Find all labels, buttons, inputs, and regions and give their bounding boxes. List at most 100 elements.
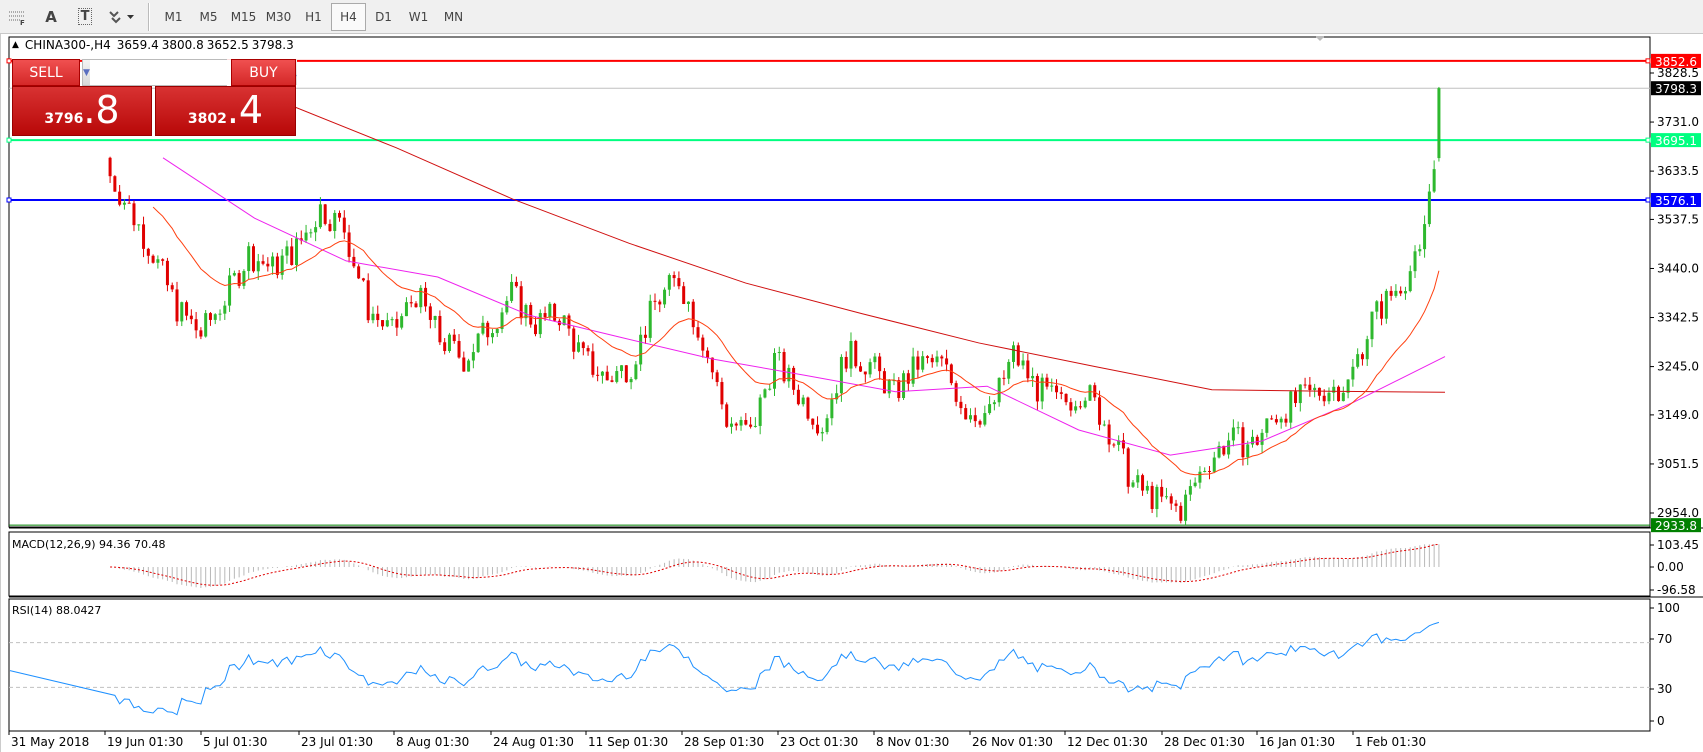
line-anchor-handle	[6, 137, 12, 143]
candle	[1284, 418, 1288, 423]
rsi-tick-label: 0	[1657, 714, 1665, 728]
candle	[232, 273, 236, 276]
candle	[1356, 354, 1360, 367]
candle	[1308, 384, 1312, 391]
macd-signal-line	[110, 543, 1439, 586]
candle	[318, 204, 322, 228]
chart-area[interactable]: 3828.5 3731.0 3633.5 3537.5 3440.0 3342.5 3245…	[0, 34, 1703, 752]
candle	[185, 302, 189, 316]
candle	[314, 227, 318, 233]
main-pane-frame	[8, 36, 1651, 528]
candle	[1241, 427, 1245, 458]
price-tick-label: 3149.0	[1657, 408, 1699, 422]
candle	[218, 313, 222, 315]
candle	[643, 334, 647, 338]
price-tick-label: 3828.5	[1657, 66, 1699, 80]
candle	[510, 281, 514, 301]
price-label: 3852.6	[1655, 55, 1697, 69]
ohlc-high: 3800.8	[161, 38, 204, 52]
timeframe-m30[interactable]: M30	[265, 9, 292, 24]
candle	[1083, 400, 1087, 408]
candle	[734, 423, 738, 426]
candle	[127, 202, 131, 204]
candle	[1403, 291, 1407, 294]
moving-average-fast	[152, 206, 1440, 476]
candle	[763, 389, 767, 398]
candle	[1365, 339, 1369, 360]
candle	[251, 246, 255, 272]
candle	[1155, 486, 1159, 510]
time-tick-label: 24 Aug 01:30	[493, 735, 574, 749]
timeframe-m5[interactable]: M5	[199, 9, 218, 24]
text-label-glyph: T	[77, 8, 93, 25]
candle	[1035, 375, 1039, 402]
candle	[122, 202, 126, 205]
candle	[333, 212, 337, 231]
candle	[247, 246, 251, 272]
candle	[1399, 290, 1403, 294]
timeframe-d1[interactable]: D1	[375, 9, 392, 24]
text-label-icon[interactable]: T	[68, 3, 102, 31]
candle	[433, 315, 437, 320]
candle	[142, 224, 146, 249]
time-tick-label: 28 Dec 01:30	[1164, 735, 1245, 749]
candle	[1031, 375, 1035, 379]
rsi-pane-frame	[8, 598, 1651, 732]
candle	[213, 314, 217, 320]
timeframe-m1[interactable]: M1	[164, 9, 183, 24]
candle	[935, 356, 939, 363]
candle	[175, 289, 179, 322]
candle	[223, 305, 227, 314]
timeframe-w1[interactable]: W1	[408, 9, 429, 24]
arrows-dropdown-icon[interactable]	[102, 3, 142, 31]
collapse-triangle-icon[interactable]: ▲	[12, 40, 19, 50]
candle	[443, 342, 447, 352]
candle	[1380, 301, 1384, 319]
candle	[266, 263, 270, 267]
sell-price-main: 3796	[44, 111, 84, 127]
candle	[457, 341, 461, 358]
timeframe-group: M1 M5 M15 M30 H1 H4 D1 W1 MN	[156, 2, 471, 31]
price-tick-label: 3051.5	[1657, 457, 1699, 471]
timeframe-m15[interactable]: M15	[230, 9, 257, 24]
candle	[476, 333, 480, 353]
candle	[156, 259, 160, 263]
candle	[256, 261, 260, 272]
candle	[768, 388, 772, 390]
candle	[1265, 418, 1269, 433]
candle	[1055, 385, 1059, 393]
candle	[347, 232, 351, 257]
toolbar-separator	[148, 2, 150, 31]
candle	[299, 238, 303, 241]
sell-button[interactable]: SELL	[12, 59, 80, 86]
candle	[1217, 445, 1221, 458]
text-icon[interactable]: A	[45, 7, 57, 26]
candle	[596, 374, 600, 376]
sell-price-button[interactable]: 3796.8	[12, 86, 152, 136]
candle	[1093, 385, 1097, 398]
timeframe-h1[interactable]: H1	[305, 9, 322, 24]
candle	[605, 371, 609, 381]
candle	[1160, 486, 1164, 497]
candle	[1126, 448, 1130, 487]
decrease-lot-icon[interactable]: ▼	[83, 60, 90, 85]
candle	[1107, 424, 1111, 445]
candle	[581, 342, 585, 349]
time-tick-label: 8 Aug 01:30	[396, 735, 469, 749]
candle	[983, 413, 987, 425]
candle	[706, 350, 710, 358]
candle	[204, 313, 208, 337]
candle	[271, 256, 275, 267]
candle	[806, 397, 810, 419]
buy-button[interactable]: BUY	[231, 59, 296, 86]
rsi-tick-label: 30	[1657, 682, 1672, 696]
candle	[1289, 391, 1293, 423]
period-separators-icon[interactable]: F	[0, 3, 34, 31]
candle	[1408, 271, 1412, 292]
timeframe-h4[interactable]: H4	[331, 2, 366, 31]
buy-price-button[interactable]: 3802.4	[155, 86, 296, 136]
candle	[519, 286, 523, 319]
candle	[882, 371, 886, 394]
candle	[481, 322, 485, 334]
timeframe-mn[interactable]: MN	[443, 9, 464, 24]
